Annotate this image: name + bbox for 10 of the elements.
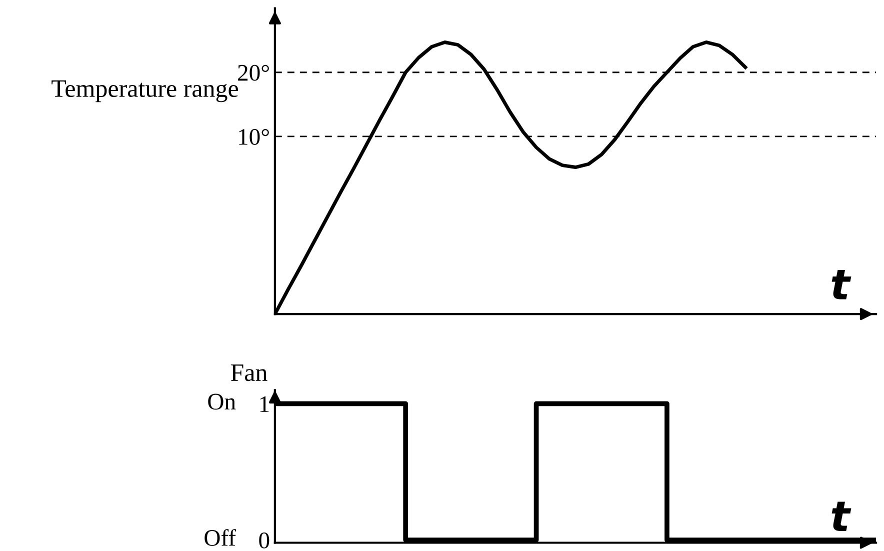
y-tick-label: 0 xyxy=(259,532,270,548)
x-axis-title: t xyxy=(832,270,852,300)
text: Off xyxy=(204,529,236,546)
y-axis-title: Temperature range xyxy=(52,80,238,102)
text: On xyxy=(208,394,236,410)
y-axis-title: Fan xyxy=(230,364,268,382)
y-tick-label: 10° xyxy=(239,128,269,145)
y-tick-label: 1 xyxy=(260,396,269,412)
y-tick-label: 20° xyxy=(238,64,269,81)
x-axis-title: t xyxy=(832,502,852,532)
